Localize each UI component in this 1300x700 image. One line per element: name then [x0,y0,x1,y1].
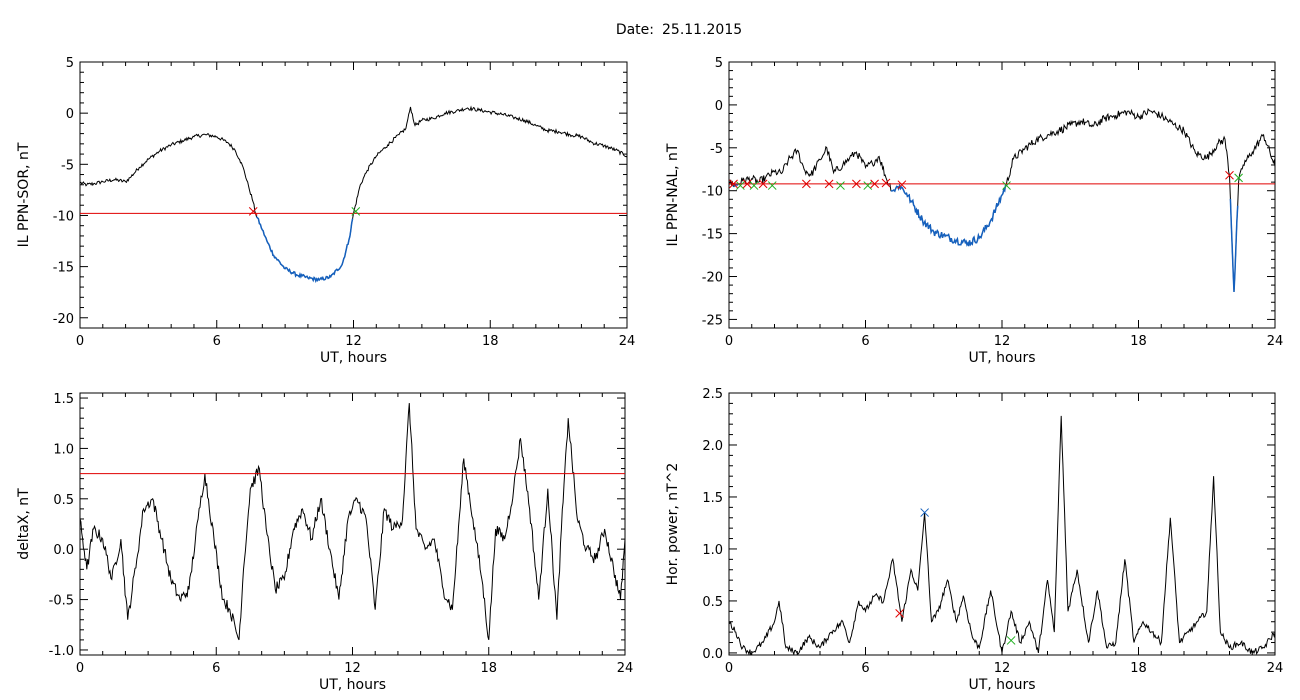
y-tick-label: 1.5 [53,392,74,407]
chart-panels: 0 6 12 18 24 -20 -15 -10 -5 0 5 UT, hours IL PPN-SOR… [16,56,1283,693]
x-tick-label: 24 [1267,334,1284,349]
x-tick-label: 12 [345,334,362,349]
plot-frame [728,392,1276,656]
x-marker [1234,173,1243,183]
series-line [729,415,1275,655]
date-label: Date: [616,22,654,38]
series-line [729,108,1275,293]
x-tick-label: 6 [212,661,220,676]
y-tick-label: -15 [53,261,74,276]
x-marker [729,179,738,189]
x-axis-label: UT, hours [968,350,1035,366]
x-tick-label: 0 [76,661,84,676]
y-tick-label: -20 [702,271,723,286]
y-tick-label: -0.5 [49,594,74,609]
y-tick-label: 0.5 [53,493,74,508]
y-tick-label: 1.0 [702,543,723,558]
below-threshold-segment [255,216,354,284]
x-tick-label: 18 [1130,334,1147,349]
x-tick-label: 24 [1267,661,1284,676]
x-tick-label: 12 [344,661,361,676]
x-tick-label: 0 [725,334,733,349]
y-axis-label: Hor. power, nT^2 [665,463,681,586]
y-tick-label: -10 [702,185,723,200]
x-tick-label: 6 [213,334,221,349]
x-tick-label: 12 [994,334,1011,349]
x-tick-label: 6 [861,334,869,349]
x-marker [895,609,904,618]
chart-panel-1: 0 6 12 18 24 -20 -15 -10 -5 0 5 UT, hours IL PPN-SOR… [16,56,635,366]
y-tick-label: -20 [53,312,74,327]
x-tick-label: 6 [861,661,869,676]
y-tick-label: -1.0 [49,644,74,659]
x-marker [801,179,811,189]
plot-frame [79,392,626,656]
y-axis-label: IL PPN-SOR, nT [16,142,32,247]
y-tick-label: 0.0 [53,543,74,558]
x-marker [824,179,834,189]
x-marker [1225,170,1234,180]
x-marker [870,179,879,189]
date-value: 25.11.2015 [662,22,742,38]
series-line [80,105,627,283]
x-marker [852,179,861,189]
x-tick-label: 12 [994,661,1011,676]
x-tick-label: 18 [482,334,499,349]
chart-panel-2: 0 6 12 18 24 -25 -20 -15 -10 -5 0 5 UT, hours IL PPN-… [665,56,1283,366]
y-tick-label: 5 [715,56,723,71]
figure-header: Date: 25.11.2015 [616,22,742,38]
x-marker [248,207,258,216]
y-tick-label: 2.5 [702,387,723,402]
y-tick-label: 0.5 [702,595,723,610]
x-tick-label: 18 [1130,661,1147,676]
x-marker [758,179,768,189]
x-marker [767,181,777,190]
chart-panel-4: 0 6 12 18 24 0.0 0.5 1.0 1.5 2.0 2.5 UT, hours Hor. … [665,387,1283,693]
y-tick-label: 1.5 [702,491,723,506]
y-tick-label: 2.0 [702,439,723,454]
x-tick-label: 24 [619,334,636,349]
y-tick-label: 0.0 [702,647,723,662]
x-marker [1006,636,1016,645]
x-axis-label: UT, hours [968,677,1035,693]
chart-panel-3: 0 6 12 18 24 -1.0 -0.5 0.0 0.5 1.0 1.5 UT, hours del… [16,392,633,693]
x-marker [742,179,752,189]
y-tick-label: 0 [715,99,723,114]
x-axis-label: UT, hours [320,350,387,366]
x-marker [863,181,873,190]
y-tick-label: -10 [53,209,74,224]
plot-frame [79,61,628,329]
x-marker [351,207,361,216]
y-tick-label: -15 [702,228,723,243]
y-tick-label: -5 [710,142,723,157]
x-tick-label: 0 [76,334,84,349]
y-tick-label: -5 [61,158,74,173]
y-tick-label: 0 [66,107,74,122]
x-marker [736,181,745,190]
x-marker [1002,181,1011,190]
x-axis-label: UT, hours [319,677,386,693]
x-marker [920,508,930,517]
y-axis-label: IL PPN-NAL, nT [665,143,681,246]
x-tick-label: 24 [617,661,634,676]
x-marker [836,181,845,190]
below-threshold-segment [1229,198,1239,293]
y-tick-label: 5 [66,56,74,71]
series-line [80,403,625,641]
x-tick-label: 18 [480,661,497,676]
x-marker [749,181,759,190]
y-axis-label: deltaX, nT [16,488,32,560]
x-marker [881,178,891,188]
y-tick-label: 1.0 [53,442,74,457]
below-threshold-segment [890,183,1007,247]
x-marker [897,180,907,190]
x-tick-label: 0 [725,661,733,676]
y-tick-label: -25 [702,313,723,328]
